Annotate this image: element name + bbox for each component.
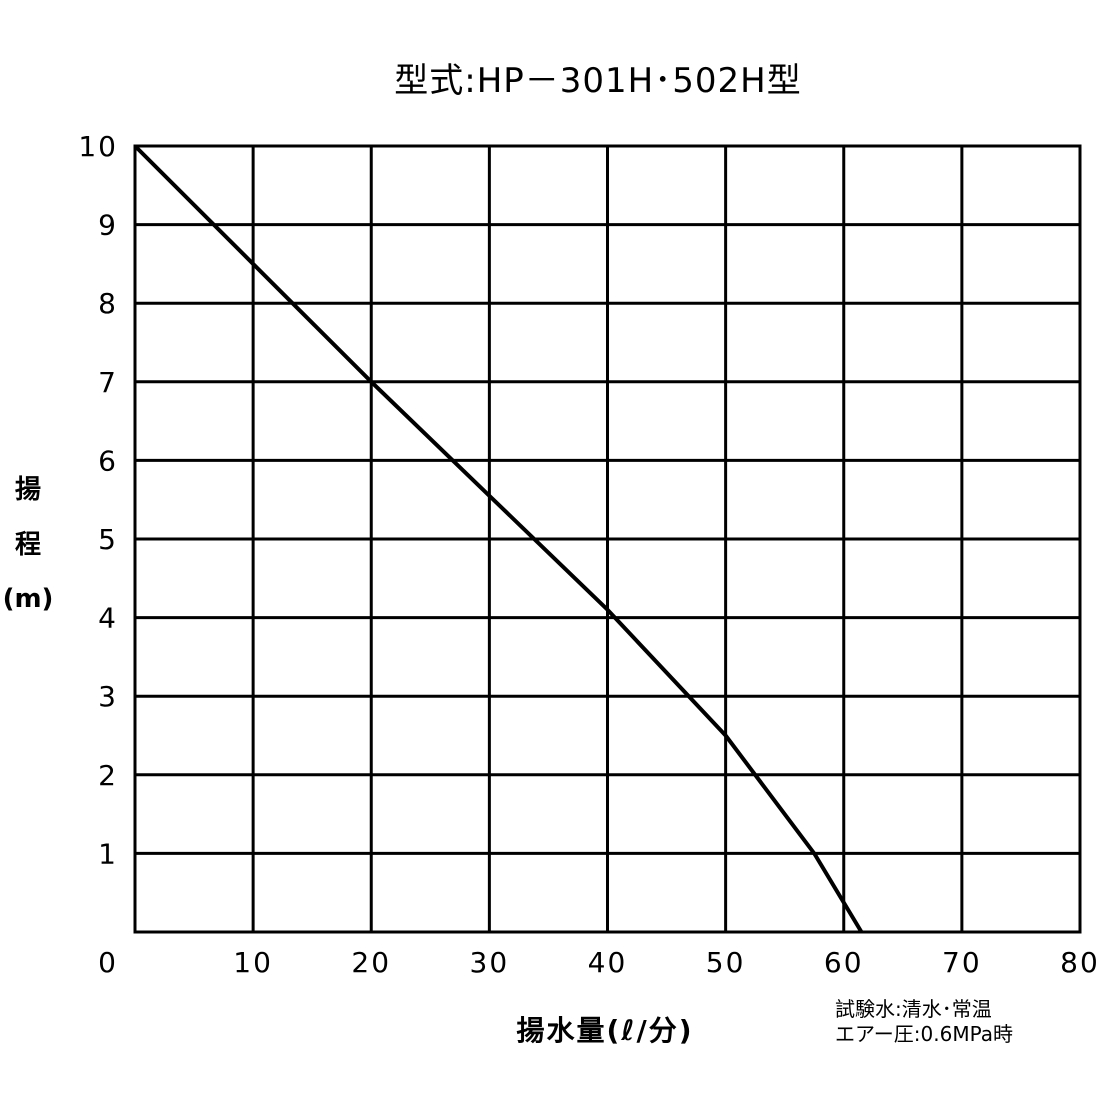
x-tick-label-50: 50 xyxy=(706,946,746,979)
y-tick-labels: 1 2 3 4 5 6 7 8 9 10 xyxy=(78,130,118,870)
y-axis-label-line-2: 程 xyxy=(15,530,41,560)
y-tick-label-7: 7 xyxy=(98,366,118,399)
grid xyxy=(135,144,1082,932)
x-tick-label-20: 20 xyxy=(351,946,391,979)
series-layer xyxy=(133,144,864,934)
y-tick-label-5: 5 xyxy=(98,523,118,556)
y-tick-label-6: 6 xyxy=(98,444,118,477)
x-tick-label-10: 10 xyxy=(233,946,273,979)
series-line-1 xyxy=(133,144,864,934)
y-tick-label-1: 1 xyxy=(98,837,118,870)
chart-title: 型式:HP－301H･502H型 xyxy=(394,61,801,101)
x-tick-label-40: 40 xyxy=(588,946,628,979)
y-tick-label-3: 3 xyxy=(98,680,118,713)
origin-label: 0 xyxy=(98,946,118,979)
test-condition-note-1: 試験水:清水･常温 xyxy=(835,997,992,1021)
y-axis-label-line-1: 揚 xyxy=(15,475,41,505)
x-axis-label: 揚水量(ℓ/分) xyxy=(516,1014,693,1047)
y-tick-label-10: 10 xyxy=(78,130,118,163)
x-tick-label-60: 60 xyxy=(824,946,864,979)
x-tick-label-80: 80 xyxy=(1060,946,1100,979)
y-axis-label-line-3: (m) xyxy=(3,584,54,614)
x-tick-label-30: 30 xyxy=(470,946,510,979)
x-tick-labels: 10 20 30 40 50 60 70 80 xyxy=(233,946,1100,979)
plot-frame xyxy=(133,144,1082,934)
y-tick-label-2: 2 xyxy=(98,759,118,792)
test-condition-note-2: エアー圧:0.6MPa時 xyxy=(835,1022,1013,1046)
y-tick-label-8: 8 xyxy=(98,287,118,320)
y-tick-label-9: 9 xyxy=(98,209,118,242)
y-tick-label-4: 4 xyxy=(98,602,118,635)
x-tick-label-70: 70 xyxy=(942,946,982,979)
